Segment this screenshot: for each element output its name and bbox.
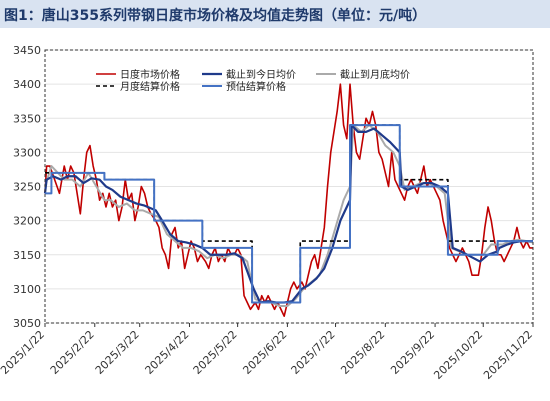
series-line-0 — [44, 83, 533, 317]
x-tick-label: 2025/2/22 — [48, 328, 97, 377]
y-tick-label: 3150 — [13, 249, 41, 262]
y-tick-label: 3300 — [13, 146, 41, 159]
x-tick-label: 2025/11/22 — [481, 328, 535, 382]
x-tick-label: 2025/6/22 — [240, 328, 289, 377]
legend-label: 预估结算价格 — [226, 80, 286, 93]
legend-label: 截止到月底均价 — [340, 68, 410, 81]
y-axis: 3050 3100 3150 3200 3250 3300 3350 3400 3450 — [13, 44, 41, 330]
y-tick-label: 3350 — [13, 112, 41, 125]
y-tick-label: 3200 — [13, 215, 41, 228]
gridlines — [45, 49, 533, 324]
plot-frame — [44, 49, 534, 324]
y-tick-label: 3450 — [13, 44, 41, 57]
x-tick-label: 2025/4/22 — [143, 328, 192, 377]
series-line-4 — [45, 124, 533, 304]
x-tick-label: 2025/8/22 — [338, 328, 387, 377]
x-tick-label: 2025/7/22 — [289, 328, 338, 377]
x-tick-label: 2025/1/22 — [0, 328, 47, 377]
chart-title: 图1：唐山355系列带钢日度市场价格及均值走势图（单位：元/吨） — [4, 8, 427, 24]
legend-label: 日度市场价格 — [120, 68, 180, 81]
series-layer — [43, 83, 534, 317]
title-bar: 图1：唐山355系列带钢日度市场价格及均值走势图（单位：元/吨） — [0, 0, 550, 28]
x-tick-label: 2025/5/22 — [191, 328, 240, 377]
x-tick-label: 2025/9/22 — [388, 328, 437, 377]
y-tick-label: 3050 — [13, 317, 41, 330]
x-tick-label: 2025/3/22 — [93, 328, 142, 377]
y-tick-label: 3250 — [13, 181, 41, 194]
legend-label: 截止到今日均价 — [226, 68, 296, 81]
x-tick-label: 2025/10/22 — [431, 328, 485, 382]
legend-label: 月度结算价格 — [120, 80, 180, 93]
series-line-1 — [43, 123, 533, 304]
y-tick-label: 3400 — [13, 78, 41, 91]
y-tick-label: 3100 — [13, 283, 41, 296]
